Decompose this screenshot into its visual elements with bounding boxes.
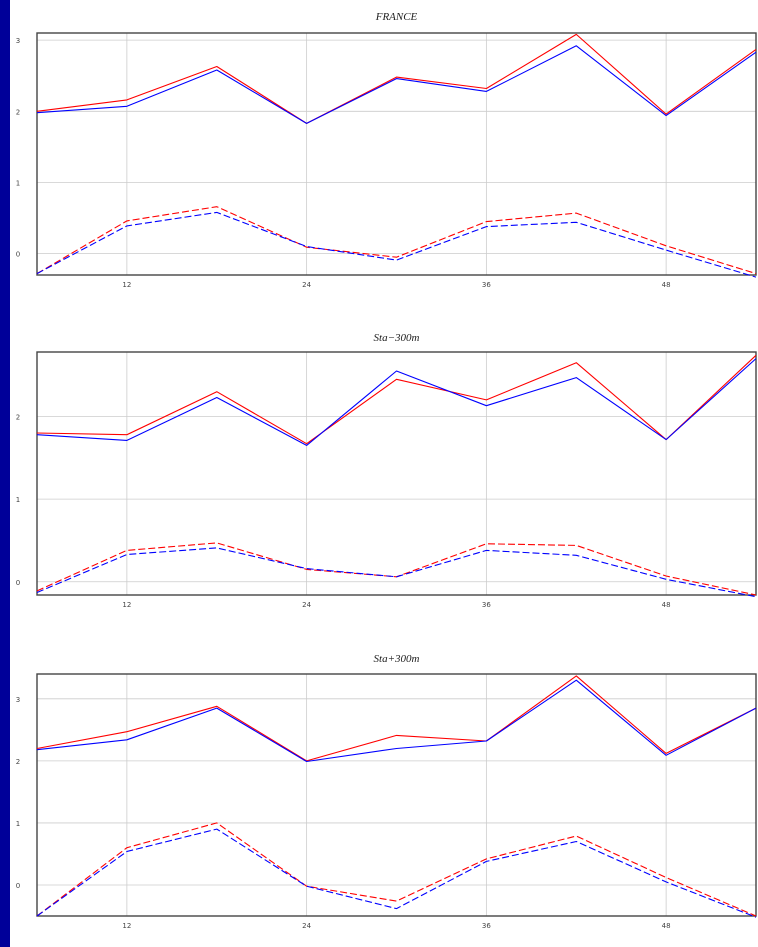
sta-minus-300m-ytick-1: 1 (16, 496, 20, 504)
france-xtick-24: 24 (302, 281, 311, 289)
france-blue-solid-line (36, 45, 757, 124)
sta-minus-300m-xtick-48: 48 (662, 601, 671, 609)
sta-minus-300m-red-dashed-line (36, 542, 757, 596)
sta-plus-300m-title: Sta+300m (374, 653, 420, 665)
sta-plus-300m-red-solid-line (36, 675, 757, 762)
france-ytick-1: 1 (16, 179, 20, 187)
france-ytick-0: 0 (16, 251, 20, 259)
france-red-solid-line (36, 33, 757, 124)
sta-minus-300m-ytick-0: 0 (16, 579, 20, 587)
sta-plus-300m-plot-frame (36, 673, 757, 917)
france-ytick-2: 2 (16, 108, 20, 116)
sta-minus-300m-plot-frame (36, 351, 757, 596)
france-xtick-48: 48 (662, 281, 671, 289)
sta-minus-300m-blue-dashed-line (36, 547, 757, 598)
france-blue-dashed-line (36, 211, 757, 278)
sta-minus-300m-ytick-2: 2 (16, 413, 20, 421)
france-ytick-3: 3 (16, 37, 20, 45)
france-plot-frame (36, 32, 757, 276)
sta-minus-300m-title: Sta−300m (374, 332, 420, 344)
sta-plus-300m-blue-solid-line (36, 679, 757, 763)
france-title: FRANCE (375, 11, 418, 23)
sta-plus-300m-xtick-12: 12 (122, 922, 131, 930)
sta-plus-300m-ytick-0: 0 (16, 882, 20, 890)
sta-plus-300m-xtick-48: 48 (662, 922, 671, 930)
sta-minus-300m-xtick-36: 36 (482, 601, 491, 609)
page: FRANCE 12 24 36 48 0 1 2 3 Sta−300m 12 24 36 48 0 1 2 Sta… (10, 0, 758, 947)
france-xtick-12: 12 (122, 281, 131, 289)
sta-minus-300m-xtick-12: 12 (122, 601, 131, 609)
sta-plus-300m-ytick-3: 3 (16, 696, 20, 704)
sta-minus-300m-blue-solid-line (36, 358, 757, 446)
sta-plus-300m-xtick-24: 24 (302, 922, 311, 930)
sta-plus-300m-xtick-36: 36 (482, 922, 491, 930)
france-xtick-36: 36 (482, 281, 491, 289)
sta-minus-300m-xtick-24: 24 (302, 601, 311, 609)
france-red-dashed-line (36, 206, 757, 275)
sta-plus-300m-ytick-2: 2 (16, 758, 20, 766)
sta-plus-300m-red-dashed-line (36, 822, 757, 917)
sta-plus-300m-blue-dashed-line (36, 828, 757, 918)
sta-minus-300m-red-solid-line (36, 354, 757, 445)
sta-plus-300m-ytick-1: 1 (16, 820, 20, 828)
